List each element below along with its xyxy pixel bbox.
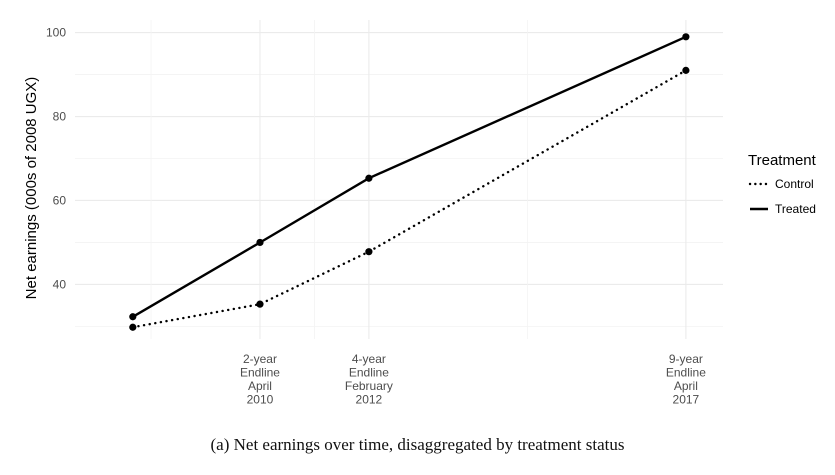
figure-caption: (a) Net earnings over time, disaggregate… [210, 435, 625, 454]
data-point-treated [256, 238, 264, 247]
series-line-treated [132, 35, 687, 318]
y-tick-label: 60 [53, 193, 67, 207]
x-tick-label: 9-year Endline April 2017 [666, 352, 706, 407]
y-axis-title: Net earnings (000s of 2008 UGX) [23, 77, 40, 300]
data-point-treated [365, 174, 373, 182]
net-earnings-chart: 40 60 80 100 2-year Endline April 2010 4-year En… [23, 20, 817, 407]
data-point-treated [682, 33, 690, 41]
y-tick-label: 40 [53, 277, 67, 291]
legend-title: Treatment [748, 152, 817, 169]
legend-label-treated: Treated [775, 202, 816, 216]
y-tick-label: 100 [46, 26, 66, 40]
x-tick-label: 4-year Endline February 2012 [345, 352, 393, 407]
x-tick-label: 2-year Endline April 2010 [240, 352, 280, 407]
y-axis-ticks: 40 60 80 100 [46, 26, 66, 292]
plot-series [129, 33, 690, 331]
x-axis-ticks: 2-year Endline April 2010 4-year Endline Febru… [240, 352, 706, 407]
data-point-control [682, 66, 690, 74]
data-point-control [365, 248, 373, 256]
series-line-control [131, 69, 688, 329]
legend-label-control: Control [775, 177, 814, 191]
legend: Treatment Control Treated [748, 152, 817, 216]
data-point-control [129, 323, 137, 331]
data-point-treated [129, 313, 137, 321]
y-tick-label: 80 [53, 110, 67, 124]
grid-lines [75, 20, 723, 339]
data-point-control [256, 300, 264, 308]
